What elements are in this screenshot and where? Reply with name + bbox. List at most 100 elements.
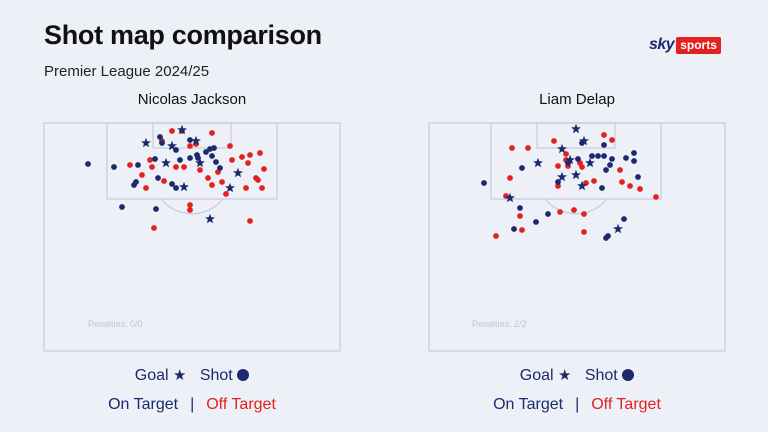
shot-off-target-right-2 [551,138,557,144]
shot-on-target-right-8 [609,156,615,162]
penalty-arc-left [160,198,224,215]
goal-star-left-8 [179,181,189,192]
shot-off-target-left-2 [209,130,215,136]
shot-off-target-left-32 [187,207,193,213]
shot-off-target-right-0 [509,145,515,151]
goal-star-left-7 [225,182,235,193]
shot-off-target-left-24 [247,152,253,158]
goal-star-left-9 [205,213,215,224]
goal-star-left-4 [161,157,171,168]
dot-icon [622,369,635,381]
shot-off-target-right-21 [571,207,577,213]
legend-goal-label: Goal [519,367,554,384]
shot-on-target-right-1 [519,165,525,171]
pitch-right [428,122,726,352]
legend-symbols-left: Goal ★ Shot [42,366,342,385]
shot-off-target-right-14 [653,194,659,200]
goal-star-right-3 [565,154,575,165]
shot-off-target-right-13 [637,186,643,192]
shot-off-target-right-1 [525,145,531,151]
goal-star-right-8 [577,180,587,191]
shot-on-target-left-20 [187,137,193,143]
shot-on-target-left-14 [211,145,217,151]
goal-star-right-9 [505,192,515,203]
shot-on-target-left-6 [155,175,161,181]
shot-off-target-left-30 [259,185,265,191]
legend-symbols-right: Goal ★ Shot [427,366,727,385]
legend-shot-label: Shot [199,367,233,384]
shot-off-target-left-25 [257,150,263,156]
star-icon: ★ [558,367,572,384]
shot-off-target-left-28 [243,185,249,191]
shot-on-target-left-10 [187,155,193,161]
goal-star-left-2 [167,140,177,151]
shot-on-target-right-16 [517,205,523,211]
dot-icon [237,369,250,381]
legend-shot-label: Shot [584,367,618,384]
page-subtitle: Premier League 2024/25 [44,63,210,80]
sky-sports-logo: sky sports [649,36,721,54]
shot-on-target-right-0 [481,180,487,186]
shot-off-target-left-19 [219,179,225,185]
goal-star-right-4 [533,157,543,168]
shot-off-target-right-9 [609,137,615,143]
shot-on-target-right-9 [623,155,629,161]
shot-off-target-left-9 [149,164,155,170]
goal-star-right-7 [557,171,567,182]
shot-on-target-right-18 [545,211,551,217]
legend-goal-label: Goal [134,367,169,384]
player-name-left: Nicolas Jackson [137,91,247,108]
shot-on-target-right-15 [599,185,605,191]
shot-on-target-right-13 [607,162,613,168]
shot-on-target-left-19 [173,185,179,191]
shot-off-target-left-17 [209,182,215,188]
shot-marks [85,123,659,241]
goal-star-left-6 [233,167,243,178]
player-name-right: Liam Delap [539,91,615,108]
logo-sports-text: sports [676,36,721,54]
shot-off-target-right-19 [493,233,499,239]
shot-off-target-left-26 [261,166,267,172]
shot-on-target-right-5 [589,153,595,159]
penalties-label-left: Penalties: 0/0 [88,319,143,329]
shot-off-target-right-26 [555,183,561,189]
shot-off-target-left-21 [229,157,235,163]
star-icon: ★ [173,367,187,384]
shot-on-target-right-20 [621,216,627,222]
shot-off-target-right-3 [555,163,561,169]
shot-on-target-left-0 [85,161,91,167]
shot-off-target-left-7 [147,157,153,163]
shot-off-target-right-15 [507,175,513,181]
shot-on-target-right-23 [601,142,607,148]
shot-off-target-left-23 [245,160,251,166]
shot-on-target-right-6 [595,153,601,159]
shot-on-target-right-14 [603,167,609,173]
shot-on-target-right-17 [533,219,539,225]
shot-off-target-left-34 [247,218,253,224]
shot-off-target-left-29 [253,175,259,181]
shot-off-target-left-31 [187,202,193,208]
shot-off-target-left-12 [161,178,167,184]
shot-on-target-right-12 [635,174,641,180]
penalties-label-right: Penalties: 2/2 [472,319,527,329]
shot-off-target-left-16 [205,175,211,181]
shot-off-target-left-4 [187,143,193,149]
goal-star-left-3 [191,135,201,146]
pitch-left [43,122,341,352]
shot-off-target-right-11 [619,179,625,185]
shot-off-target-left-33 [151,225,157,231]
goal-star-right-2 [557,143,567,154]
legend-target-right: On Target | Off Target [427,396,727,414]
shot-off-target-left-14 [181,164,187,170]
shot-on-target-left-22 [119,204,125,210]
legend-separator: | [190,396,195,413]
shot-on-target-right-11 [631,158,637,164]
shot-on-target-left-24 [194,152,200,158]
legend-on-target: On Target [108,396,179,413]
shot-off-target-left-0 [169,128,175,134]
shot-off-target-right-8 [601,132,607,138]
shot-on-target-left-12 [203,149,209,155]
shot-on-target-right-4 [575,156,581,162]
goal-star-right-0 [571,123,581,134]
